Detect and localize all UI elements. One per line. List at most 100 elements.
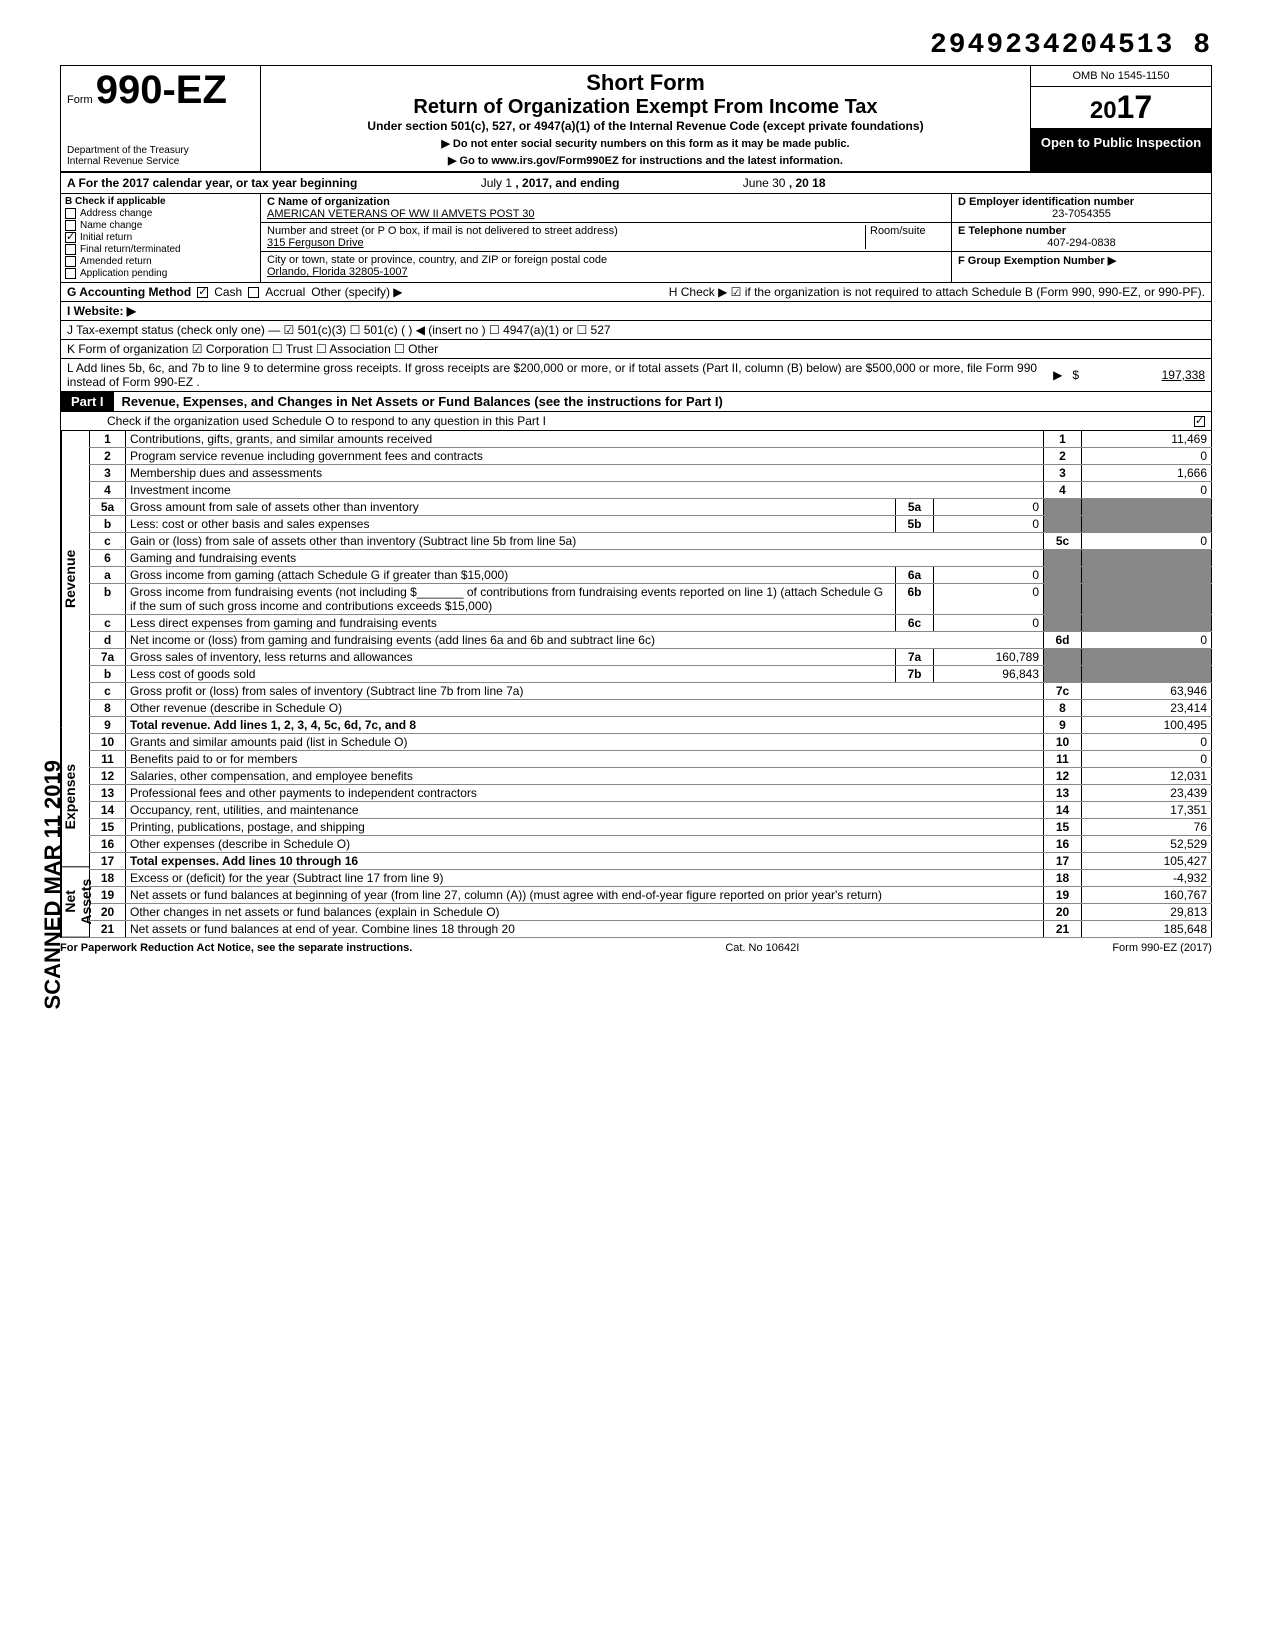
check-b-label: B Check if applicable <box>65 196 256 207</box>
right-num: 9 <box>1044 717 1082 734</box>
l-value: 197,338 <box>1085 368 1205 382</box>
row-number: 7a <box>90 649 126 666</box>
table-row: 9Total revenue. Add lines 1, 2, 3, 4, 5c… <box>90 717 1212 734</box>
check-initial-return[interactable]: Initial return <box>65 232 256 243</box>
check-cash[interactable] <box>197 287 208 298</box>
mid-val: 160,789 <box>934 649 1044 666</box>
row-desc: Net assets or fund balances at end of ye… <box>126 921 1044 938</box>
mid-num: 6b <box>896 584 934 615</box>
right-num: 6d <box>1044 632 1082 649</box>
footer-left: For Paperwork Reduction Act Notice, see … <box>60 942 412 954</box>
right-num: 4 <box>1044 482 1082 499</box>
row-number: b <box>90 516 126 533</box>
table-row: 15Printing, publications, postage, and s… <box>90 819 1212 836</box>
row-desc: Less direct expenses from gaming and fun… <box>126 615 896 632</box>
table-row: cGain or (loss) from sale of assets othe… <box>90 533 1212 550</box>
table-row: bGross income from fundraising events (n… <box>90 584 1212 615</box>
row-desc: Contributions, gifts, grants, and simila… <box>126 431 1044 448</box>
right-num: 20 <box>1044 904 1082 921</box>
table-row: 19Net assets or fund balances at beginni… <box>90 887 1212 904</box>
right-val: 0 <box>1082 533 1212 550</box>
row-desc: Professional fees and other payments to … <box>126 785 1044 802</box>
row-desc: Gaming and fundraising events <box>126 550 1044 567</box>
row-number: 18 <box>90 870 126 887</box>
check-amended-return[interactable]: Amended return <box>65 256 256 267</box>
right-num: 17 <box>1044 853 1082 870</box>
table-row: bLess cost of goods sold7b96,843 <box>90 666 1212 683</box>
subtitle: Under section 501(c), 527, or 4947(a)(1)… <box>269 119 1022 133</box>
mid-val: 0 <box>934 584 1044 615</box>
row-desc: Grants and similar amounts paid (list in… <box>126 734 1044 751</box>
table-row: 17Total expenses. Add lines 10 through 1… <box>90 853 1212 870</box>
street-label: Number and street (or P O box, if mail i… <box>267 225 865 237</box>
right-num: 7c <box>1044 683 1082 700</box>
table-row: 11Benefits paid to or for members110 <box>90 751 1212 768</box>
row-desc: Excess or (deficit) for the year (Subtra… <box>126 870 1044 887</box>
right-val: 185,648 <box>1082 921 1212 938</box>
row-desc: Gross sales of inventory, less returns a… <box>126 649 896 666</box>
table-row: cGross profit or (loss) from sales of in… <box>90 683 1212 700</box>
part1-tab: Part I <box>61 392 114 411</box>
right-val: 29,813 <box>1082 904 1212 921</box>
right-num: 21 <box>1044 921 1082 938</box>
room-suite: Room/suite <box>865 225 945 249</box>
e-label: E Telephone number <box>958 225 1205 237</box>
table-row: 10Grants and similar amounts paid (list … <box>90 734 1212 751</box>
footer-cat-no: Cat. No 10642I <box>725 942 799 954</box>
right-val <box>1082 649 1212 666</box>
right-val: 100,495 <box>1082 717 1212 734</box>
right-num <box>1044 666 1082 683</box>
check-accrual[interactable] <box>248 287 259 298</box>
check-application-pending[interactable]: Application pending <box>65 268 256 279</box>
right-val <box>1082 666 1212 683</box>
check-final-return[interactable]: Final return/terminated <box>65 244 256 255</box>
table-row: 4Investment income40 <box>90 482 1212 499</box>
row-number: b <box>90 666 126 683</box>
line-j-tax-exempt: J Tax-exempt status (check only one) — ☑… <box>60 321 1212 340</box>
form-header: Form 990-EZ Department of the Treasury I… <box>60 65 1212 173</box>
table-row: 18Excess or (deficit) for the year (Subt… <box>90 870 1212 887</box>
right-val: 0 <box>1082 448 1212 465</box>
mid-val: 0 <box>934 499 1044 516</box>
row-desc: Gross amount from sale of assets other t… <box>126 499 896 516</box>
table-row: aGross income from gaming (attach Schedu… <box>90 567 1212 584</box>
mid-num: 5b <box>896 516 934 533</box>
row-number: 11 <box>90 751 126 768</box>
mid-num: 7a <box>896 649 934 666</box>
document-id: 2949234204513 8 <box>60 30 1212 61</box>
f-label: F Group Exemption Number ▶ <box>958 254 1205 267</box>
row-desc: Salaries, other compensation, and employ… <box>126 768 1044 785</box>
c-label: C Name of organization <box>267 196 945 208</box>
row-desc: Other revenue (describe in Schedule O) <box>126 700 1044 717</box>
mid-num: 6a <box>896 567 934 584</box>
line-l-gross-receipts: L Add lines 5b, 6c, and 7b to line 9 to … <box>60 359 1212 392</box>
right-num <box>1044 516 1082 533</box>
right-num: 8 <box>1044 700 1082 717</box>
check-address-change[interactable]: Address change <box>65 208 256 219</box>
right-num: 14 <box>1044 802 1082 819</box>
line-k-form-org: K Form of organization ☑ Corporation ☐ T… <box>60 340 1212 359</box>
open-public: Open to Public Inspection <box>1031 129 1211 171</box>
right-num: 15 <box>1044 819 1082 836</box>
ein-value: 23-7054355 <box>958 208 1205 220</box>
footer: For Paperwork Reduction Act Notice, see … <box>60 938 1212 958</box>
row-number: 21 <box>90 921 126 938</box>
row-number: 1 <box>90 431 126 448</box>
row-desc: Other changes in net assets or fund bala… <box>126 904 1044 921</box>
row-number: 15 <box>90 819 126 836</box>
table-row: 16Other expenses (describe in Schedule O… <box>90 836 1212 853</box>
row-desc: Net income or (loss) from gaming and fun… <box>126 632 1044 649</box>
right-val: 0 <box>1082 482 1212 499</box>
row-number: 8 <box>90 700 126 717</box>
row-number: 9 <box>90 717 126 734</box>
check-schedule-o[interactable] <box>1194 416 1205 427</box>
row-number: c <box>90 683 126 700</box>
mid-val: 96,843 <box>934 666 1044 683</box>
row-desc: Occupancy, rent, utilities, and maintena… <box>126 802 1044 819</box>
table-row: 6Gaming and fundraising events <box>90 550 1212 567</box>
right-val <box>1082 567 1212 584</box>
row-number: c <box>90 533 126 550</box>
check-name-change[interactable]: Name change <box>65 220 256 231</box>
title-return: Return of Organization Exempt From Incom… <box>269 96 1022 119</box>
table-row: 14Occupancy, rent, utilities, and mainte… <box>90 802 1212 819</box>
